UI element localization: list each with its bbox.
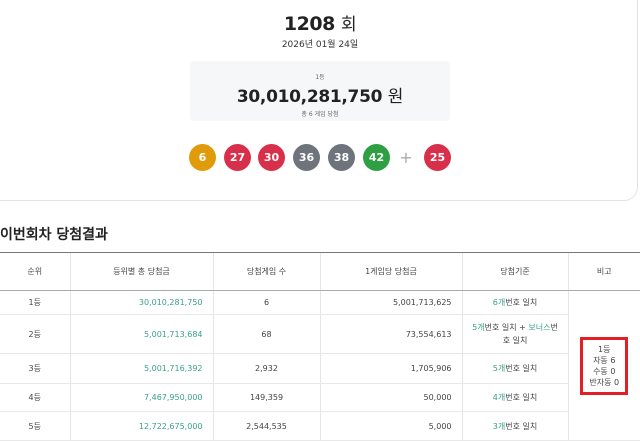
header-criteria: 당첨기준 [461,252,568,291]
cell-games: 2,544,535 [212,411,320,441]
cell-criteria: 4개번호 일치 [461,383,568,412]
results-table: 순위 등위별 총 당첨금 당첨게임 수 1게임당 당첨금 당첨기준 비고 1등 … [0,252,640,441]
cell-per-game: 1,705,906 [319,353,462,384]
cell-rank: 1등 [0,290,70,315]
table-row: 3등 5,001,716,392 2,932 1,705,906 5개번호 일치 [0,353,640,384]
prize-amount-value: 30,010,281,750 [236,87,383,107]
number-ball: 36 [293,144,320,171]
criteria-bonus: 보너스 [528,323,551,332]
cell-per-game: 5,001,713,625 [319,290,462,315]
bonus-ball: 25 [424,144,451,171]
cell-note: 1등 자동 6 수동 0 반자동 0 [567,290,640,441]
number-ball: 27 [224,144,251,171]
cell-total: 12,722,675,000 [69,411,213,441]
note-semi: 반자동 0 [589,377,620,387]
criteria-text: 번호 일치 [505,393,538,402]
prize-winners: 총 6 게임 당첨 [301,111,339,118]
prize-unit: 원 [387,87,404,107]
criteria-text: 번호 일치 [505,298,538,307]
note-rank: 1등 [598,344,611,354]
header-note: 비고 [567,252,640,291]
cell-per-game: 73,554,613 [319,314,462,354]
round-number: 1208 [283,13,335,35]
number-ball: 30 [258,144,285,171]
note-manual: 수동 0 [593,366,616,376]
header-total: 등위별 총 당첨금 [69,252,213,291]
cell-criteria: 5개번호 일치 + 보너스번호 일치 [461,314,568,354]
header-rank: 순위 [0,252,70,291]
cell-per-game: 5,000 [319,411,462,441]
prize-amount: 30,010,281,750 원 [190,82,450,107]
criteria-text: 번호 일치 [505,364,538,373]
prize-rank: 1등 [315,74,325,81]
note-auto: 자동 6 [593,355,616,365]
cell-games: 6 [212,290,320,315]
table-row: 1등 30,010,281,750 6 5,001,713,625 6개번호 일… [0,290,640,441]
cell-criteria: 3개번호 일치 [461,411,568,441]
table-row: 5등 12,722,675,000 2,544,535 5,000 3개번호 일… [0,411,640,441]
cell-games: 68 [212,314,320,354]
cell-rank: 2등 [0,314,70,354]
cell-rank: 4등 [0,383,70,412]
table-row: 4등 7,467,950,000 149,359 50,000 4개번호 일치 [0,383,640,412]
cell-criteria: 5개번호 일치 [461,353,568,384]
criteria-text: 번호 일치 + [484,323,529,332]
plus-sign: + [399,148,413,167]
round-title: 1208 회 [0,10,640,35]
cell-total: 5,001,713,684 [69,314,213,354]
criteria-count: 3개 [492,421,506,431]
cell-rank: 3등 [0,353,70,384]
cell-total: 30,010,281,750 [69,290,213,315]
cell-per-game: 50,000 [319,383,462,412]
criteria-count: 5개 [472,323,485,332]
cell-games: 2,932 [212,353,320,384]
header-per-game: 1게임당 당첨금 [319,252,462,291]
cell-total: 5,001,716,392 [69,353,213,384]
criteria-count: 4개 [492,393,506,402]
criteria-text: 번호 일치 [505,421,538,431]
round-unit: 회 [340,15,357,35]
criteria-count: 6개 [492,298,506,307]
criteria-count: 5개 [492,364,506,373]
first-prize-box: 1등 30,010,281,750 원 총 6 게임 당첨 [190,61,450,121]
number-ball: 6 [189,144,216,171]
cell-rank: 5등 [0,411,70,441]
cell-games: 149,359 [212,383,320,412]
note-highlight: 1등 자동 6 수동 0 반자동 0 [580,336,629,395]
results-title: 이번회차 당첨결과 [0,227,108,243]
draw-date: 2026년 01월 24일 [281,40,359,50]
cell-criteria: 6개번호 일치 [461,290,568,315]
criteria-text2: 번호 일치 [502,323,558,345]
header-games: 당첨게임 수 [212,252,320,291]
number-ball: 38 [328,144,355,171]
number-ball: 42 [363,144,390,171]
cell-total: 7,467,950,000 [69,383,213,412]
table-row: 2등 5,001,713,684 68 73,554,613 5개번호 일치 +… [0,314,640,354]
